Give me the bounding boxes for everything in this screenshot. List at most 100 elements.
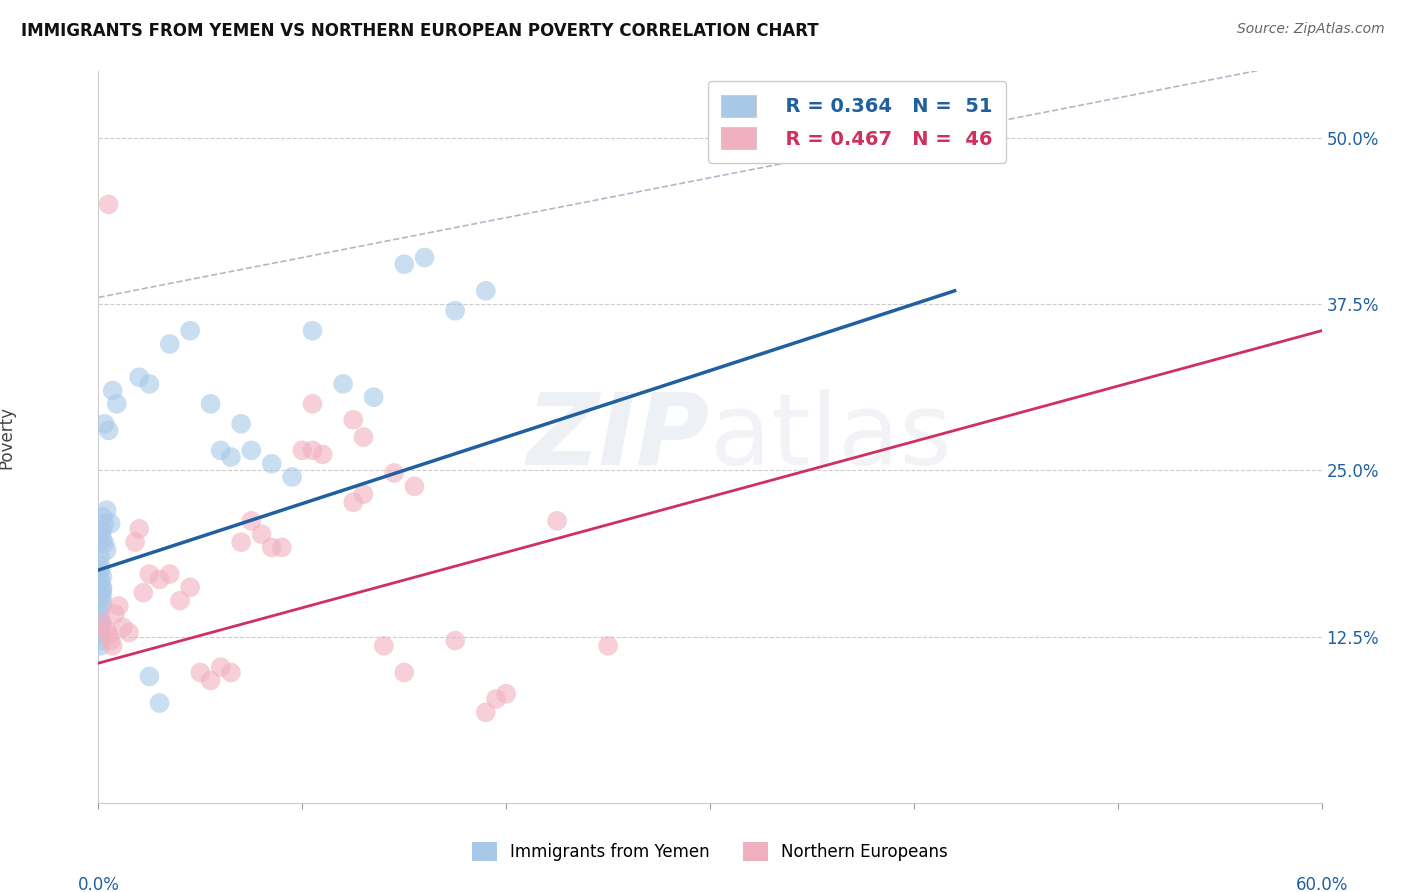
Point [301,324,323,338]
Point [96,503,118,517]
Point [342,413,364,427]
Text: 60.0%: 60.0% [1295,876,1348,892]
Point [89,576,111,591]
Point [444,303,467,318]
Text: atlas: atlas [710,389,952,485]
Point [240,514,263,528]
Point [89,607,111,621]
Point [91,523,114,537]
Legend: Immigrants from Yemen, Northern Europeans: Immigrants from Yemen, Northern European… [465,835,955,868]
Point [382,466,405,480]
Point [128,522,150,536]
Point [89,625,111,640]
Point [179,324,201,338]
Point [342,495,364,509]
Point [91,616,114,631]
Point [91,596,114,610]
Point [312,447,335,461]
Point [149,573,172,587]
Point [352,487,374,501]
Point [100,633,122,648]
Point [89,573,111,587]
Point [100,516,122,531]
Point [474,706,498,720]
Point [89,590,111,604]
Point [404,479,426,493]
Point [105,397,128,411]
Point [231,535,253,549]
Point [200,397,222,411]
Point [363,390,385,404]
Point [104,607,127,621]
Point [260,457,283,471]
Point [413,251,436,265]
Point [159,567,181,582]
Point [219,665,242,680]
Point [352,430,374,444]
Text: ZIP: ZIP [527,389,710,485]
Point [108,599,131,613]
Point [118,625,141,640]
Text: Poverty: Poverty [0,406,15,468]
Point [474,284,498,298]
Point [301,397,323,411]
Point [91,580,114,594]
Point [97,628,120,642]
Point [240,443,263,458]
Point [124,535,146,549]
Point [444,633,467,648]
Point [128,370,150,384]
Point [101,639,124,653]
Text: IMMIGRANTS FROM YEMEN VS NORTHERN EUROPEAN POVERTY CORRELATION CHART: IMMIGRANTS FROM YEMEN VS NORTHERN EUROPE… [21,22,818,40]
Point [89,633,111,648]
Point [373,639,395,653]
Point [546,514,568,528]
Point [91,570,114,584]
Point [332,376,354,391]
Point [89,549,111,564]
Point [260,541,283,555]
Point [97,197,120,211]
Point [89,559,111,574]
Text: 0.0%: 0.0% [77,876,120,892]
Point [138,567,160,582]
Point [89,615,111,629]
Point [91,533,114,547]
Point [200,673,222,688]
Point [89,620,111,634]
Point [89,563,111,577]
Point [169,593,191,607]
Point [93,536,115,550]
Point [96,543,118,558]
Point [250,527,273,541]
Point [485,692,508,706]
Point [89,639,111,653]
Point [89,530,111,544]
Text: Source: ZipAtlas.com: Source: ZipAtlas.com [1237,22,1385,37]
Point [91,509,114,524]
Point [111,620,134,634]
Point [101,384,124,398]
Point [179,580,201,594]
Point [291,443,314,458]
Point [93,417,115,431]
Point [231,417,253,431]
Point [392,257,416,271]
Point [219,450,242,464]
Point [209,660,232,674]
Point [96,623,118,637]
Point [149,696,172,710]
Point [270,541,294,555]
Point [97,424,120,438]
Point [132,585,155,599]
Point [209,443,232,458]
Point [301,443,323,458]
Point [138,669,160,683]
Point [159,337,181,351]
Point [598,639,620,653]
Point [281,470,304,484]
Point [91,582,114,597]
Point [93,516,115,531]
Point [89,599,111,613]
Point [91,588,114,602]
